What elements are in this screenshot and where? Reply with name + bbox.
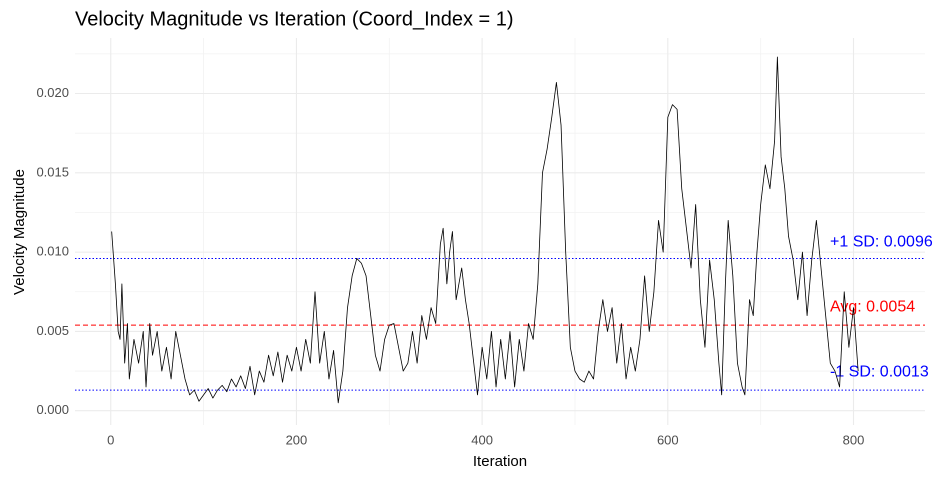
y-tick-label: 0.005 xyxy=(36,323,69,338)
x-tick-label: 400 xyxy=(471,432,493,447)
x-tick-label: 200 xyxy=(286,432,308,447)
reference-label: Avg: 0.0054 xyxy=(830,298,915,315)
y-tick-label: 0.000 xyxy=(36,402,69,417)
reference-label: -1 SD: 0.0013 xyxy=(830,363,929,380)
chart-title: Velocity Magnitude vs Iteration (Coord_I… xyxy=(75,8,514,30)
x-tick-label: 600 xyxy=(657,432,679,447)
y-tick-label: 0.015 xyxy=(36,164,69,179)
x-tick-label: 800 xyxy=(843,432,865,447)
y-tick-label: 0.010 xyxy=(36,244,69,259)
y-axis-label: Velocity Magnitude xyxy=(11,169,28,295)
y-tick-label: 0.020 xyxy=(36,85,69,100)
x-tick-label: 0 xyxy=(107,432,114,447)
reference-label: +1 SD: 0.0096 xyxy=(830,234,933,251)
x-axis-label: Iteration xyxy=(473,453,527,470)
data-line xyxy=(111,56,859,404)
